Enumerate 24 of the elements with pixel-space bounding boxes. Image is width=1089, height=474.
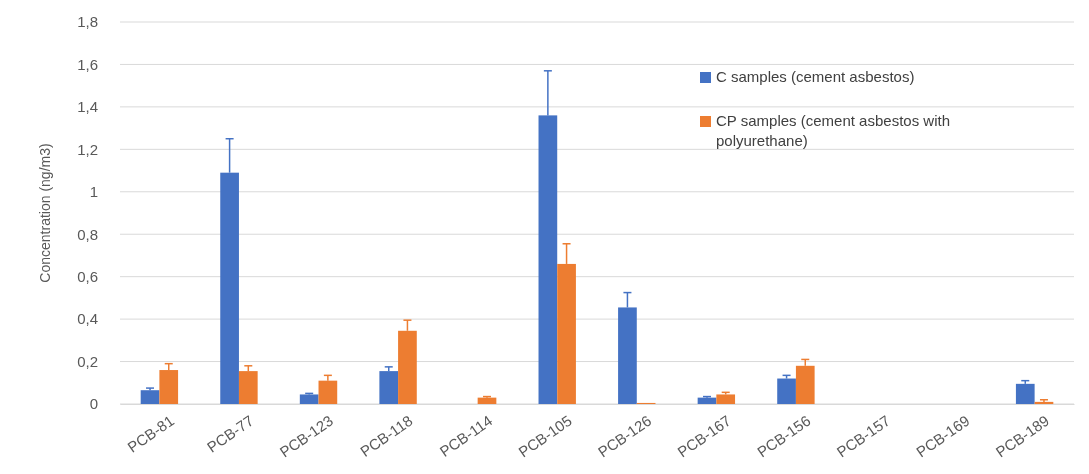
bar [318,380,338,404]
y-tick-label: 0,8 [77,225,98,243]
legend-label: C samples (cement asbestos) [716,68,915,85]
bar [379,371,399,404]
bar [299,394,319,404]
legend-label: CP samples (cement asbestos with polyurethane) [716,112,950,149]
y-tick-label: 0,4 [77,310,98,328]
y-tick-label: 1,2 [77,140,98,158]
bar [1015,383,1035,404]
y-tick-label: 1 [89,183,98,201]
y-tick-label: 1,8 [77,13,98,31]
bar [777,378,796,404]
bar [697,397,717,404]
bar [716,394,736,404]
bar [238,371,258,404]
bar [140,390,160,404]
y-axis-title: Concentration (ng/m3) [37,143,53,283]
y-tick-label: 0 [89,395,98,413]
y-tick-label: 1,6 [77,55,98,73]
y-tick-label: 0,6 [77,267,98,285]
bar [477,397,497,404]
bar [1034,401,1054,404]
y-tick-label: 1,4 [77,98,98,116]
y-tick-label: 0,2 [77,352,98,370]
